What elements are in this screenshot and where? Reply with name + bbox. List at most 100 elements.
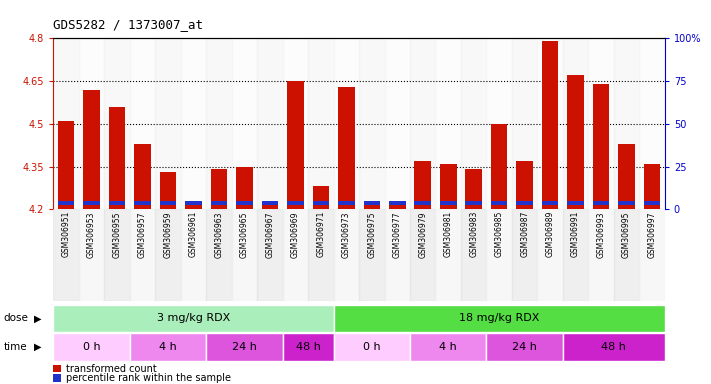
Bar <box>236 201 252 205</box>
Bar <box>333 38 359 209</box>
Bar <box>542 201 558 205</box>
Bar <box>105 38 129 209</box>
Bar <box>415 161 431 209</box>
Bar <box>415 201 431 205</box>
Text: ▶: ▶ <box>34 313 42 323</box>
Bar <box>287 201 304 205</box>
Text: GSM306997: GSM306997 <box>648 211 656 258</box>
Bar <box>363 204 380 209</box>
Text: 4 h: 4 h <box>439 342 457 352</box>
Bar <box>79 209 105 301</box>
Text: dose: dose <box>4 313 28 323</box>
Bar <box>359 38 385 209</box>
Bar <box>512 38 538 209</box>
Bar <box>129 209 155 301</box>
Bar <box>53 333 129 361</box>
Text: GSM306955: GSM306955 <box>112 211 122 258</box>
Bar <box>563 38 589 209</box>
Bar <box>486 209 512 301</box>
Bar <box>206 333 283 361</box>
Text: GSM306965: GSM306965 <box>240 211 249 258</box>
Text: 48 h: 48 h <box>602 342 626 352</box>
Bar <box>435 209 461 301</box>
Text: GSM306973: GSM306973 <box>342 211 351 258</box>
Text: GSM306969: GSM306969 <box>291 211 300 258</box>
Bar <box>333 305 665 332</box>
Text: GSM306979: GSM306979 <box>418 211 427 258</box>
Bar <box>283 38 308 209</box>
Bar <box>53 305 333 332</box>
Bar <box>639 209 665 301</box>
Text: GSM306975: GSM306975 <box>368 211 376 258</box>
Bar <box>639 38 665 209</box>
Bar <box>516 201 533 205</box>
Bar <box>486 38 512 209</box>
Bar <box>313 187 329 209</box>
Bar <box>563 333 665 361</box>
Bar <box>593 201 609 205</box>
Bar <box>542 41 558 209</box>
Text: GSM306983: GSM306983 <box>469 211 479 258</box>
Bar <box>410 38 435 209</box>
Text: 0 h: 0 h <box>82 342 100 352</box>
Text: GDS5282 / 1373007_at: GDS5282 / 1373007_at <box>53 18 203 31</box>
Text: 0 h: 0 h <box>363 342 380 352</box>
Bar <box>410 209 435 301</box>
Text: 48 h: 48 h <box>296 342 321 352</box>
Bar <box>232 209 257 301</box>
Text: GSM306981: GSM306981 <box>444 211 453 257</box>
Bar <box>58 121 75 209</box>
Text: GSM306951: GSM306951 <box>62 211 70 258</box>
Bar <box>461 209 486 301</box>
Bar <box>385 38 410 209</box>
Bar <box>283 209 308 301</box>
Bar <box>440 201 456 205</box>
Bar <box>491 124 508 209</box>
Bar <box>389 204 405 209</box>
Bar <box>185 201 202 205</box>
Text: GSM306953: GSM306953 <box>87 211 96 258</box>
Text: GSM306991: GSM306991 <box>571 211 580 258</box>
Bar <box>53 38 79 209</box>
Bar <box>538 209 563 301</box>
Text: ▶: ▶ <box>34 342 42 352</box>
Bar <box>593 84 609 209</box>
Bar <box>614 38 639 209</box>
Bar <box>58 201 75 205</box>
Text: time: time <box>4 342 27 352</box>
Bar <box>313 201 329 205</box>
Bar <box>359 209 385 301</box>
Bar <box>262 201 278 205</box>
Bar <box>512 209 538 301</box>
Text: GSM306989: GSM306989 <box>545 211 555 258</box>
Bar <box>236 167 252 209</box>
Text: GSM306995: GSM306995 <box>622 211 631 258</box>
Text: percentile rank within the sample: percentile rank within the sample <box>66 373 231 383</box>
Text: GSM306985: GSM306985 <box>495 211 503 258</box>
Bar <box>466 201 482 205</box>
Bar <box>109 107 125 209</box>
Bar <box>257 209 283 301</box>
Bar <box>257 38 283 209</box>
Bar <box>643 164 661 209</box>
Text: GSM306967: GSM306967 <box>265 211 274 258</box>
Bar <box>589 209 614 301</box>
Text: transformed count: transformed count <box>66 364 157 374</box>
Text: GSM306959: GSM306959 <box>164 211 173 258</box>
Bar <box>181 209 206 301</box>
Bar <box>308 38 333 209</box>
Bar <box>619 144 635 209</box>
Bar <box>210 169 228 209</box>
Bar <box>538 38 563 209</box>
Bar <box>206 38 232 209</box>
Text: GSM306963: GSM306963 <box>215 211 223 258</box>
Bar <box>160 201 176 205</box>
Bar <box>567 75 584 209</box>
Bar <box>308 209 333 301</box>
Bar <box>614 209 639 301</box>
Bar <box>129 38 155 209</box>
Bar <box>185 204 202 209</box>
Bar <box>491 201 508 205</box>
Text: 3 mg/kg RDX: 3 mg/kg RDX <box>157 313 230 323</box>
Text: 24 h: 24 h <box>512 342 537 352</box>
